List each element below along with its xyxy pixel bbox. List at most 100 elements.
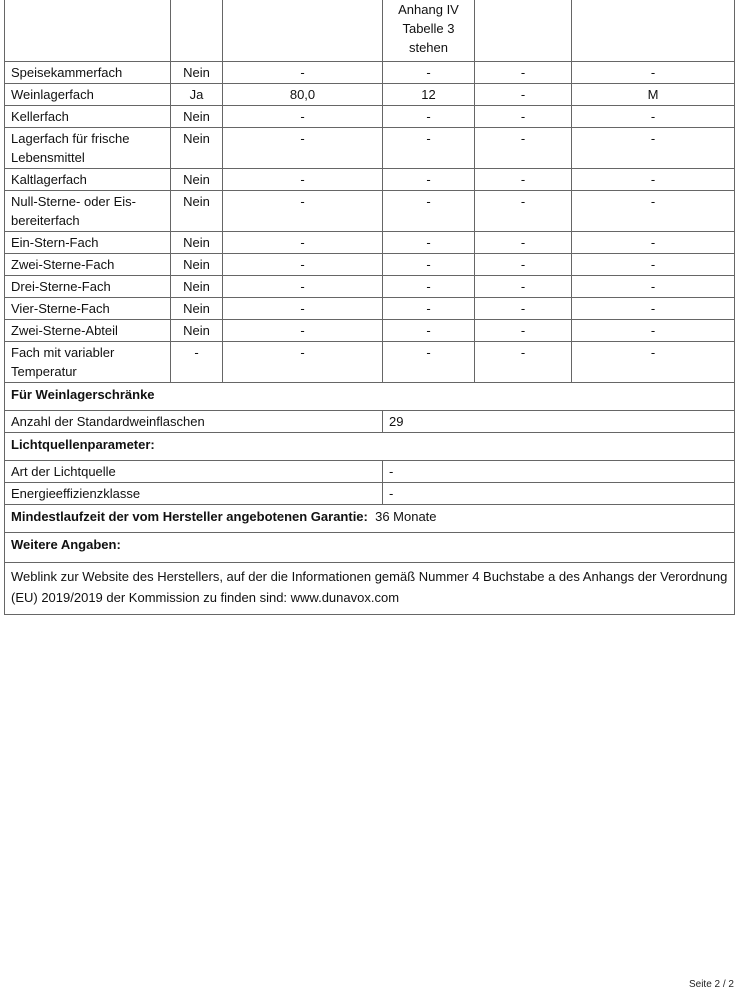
table-row: Zwei-Sterne-Abteil Nein - - - -: [4, 319, 735, 342]
value-cell: -: [571, 190, 735, 232]
bottles-label: Anzahl der Standardweinflaschen: [4, 410, 383, 433]
value-cell: -: [222, 319, 383, 342]
more-heading: Weitere Angaben:: [4, 532, 735, 563]
table-row: Fach mit variabler Temperatur - - - - -: [4, 341, 735, 383]
present-cell: Nein: [170, 253, 223, 276]
present-cell: Nein: [170, 297, 223, 320]
wine-heading: Für Weinlagerschränke: [4, 382, 735, 411]
value-cell: -: [382, 297, 475, 320]
compartment-name: Null-Sterne- oder Eis-bereiterfach: [4, 190, 171, 232]
page-number: Seite 2 / 2: [688, 979, 734, 990]
value-cell: -: [382, 275, 475, 298]
value-cell: -: [571, 297, 735, 320]
value-cell: -: [474, 275, 572, 298]
value-cell: -: [382, 168, 475, 191]
light-heading: Lichtquellenparameter:: [4, 432, 735, 461]
value-cell: M: [571, 83, 735, 106]
compartment-name: Weinlagerfach: [4, 83, 171, 106]
value-cell: -: [222, 275, 383, 298]
value-cell: -: [382, 105, 475, 128]
light-type-value: -: [382, 460, 735, 483]
compartment-name: Ein-Stern-Fach: [4, 231, 171, 254]
value-cell: -: [474, 190, 572, 232]
value-cell: -: [222, 61, 383, 84]
value-cell: -: [571, 253, 735, 276]
compartment-name: Zwei-Sterne-Fach: [4, 253, 171, 276]
value-cell: -: [571, 231, 735, 254]
value-cell: -: [571, 127, 735, 169]
value-cell: -: [222, 231, 383, 254]
compartment-name: Vier-Sterne-Fach: [4, 297, 171, 320]
present-cell: -: [170, 341, 223, 383]
value-cell: -: [474, 297, 572, 320]
light-type-label: Art der Lichtquelle: [4, 460, 383, 483]
table-row: Kellerfach Nein - - - -: [4, 105, 735, 128]
compartment-name: Lagerfach für frische Lebensmittel: [4, 127, 171, 169]
present-cell: Nein: [170, 275, 223, 298]
energy-class-value: -: [382, 482, 735, 505]
value-cell: -: [382, 61, 475, 84]
value-cell: -: [571, 105, 735, 128]
value-cell: -: [382, 190, 475, 232]
value-cell: -: [474, 231, 572, 254]
value-cell: -: [571, 61, 735, 84]
energy-class-label: Energieeffizienzklasse: [4, 482, 383, 505]
header-cell: Anhang IV Tabelle 3 stehen: [382, 0, 475, 62]
value-cell: -: [382, 341, 475, 383]
compartment-name: Drei-Sterne-Fach: [4, 275, 171, 298]
value-cell: -: [571, 275, 735, 298]
value-cell: -: [571, 168, 735, 191]
present-cell: Nein: [170, 319, 223, 342]
compartment-name: Zwei-Sterne-Abteil: [4, 319, 171, 342]
present-cell: Nein: [170, 127, 223, 169]
value-cell: -: [382, 319, 475, 342]
table-row: Ein-Stern-Fach Nein - - - -: [4, 231, 735, 254]
value-cell: 80,0: [222, 83, 383, 106]
value-cell: -: [571, 319, 735, 342]
present-cell: Nein: [170, 61, 223, 84]
table-row: Lagerfach für frische Lebensmittel Nein - -…: [4, 127, 735, 169]
compartment-table: Anhang IV Tabelle 3 stehen Speisekammerf…: [4, 0, 735, 615]
bottles-value: 29: [382, 410, 735, 433]
present-cell: Nein: [170, 231, 223, 254]
value-cell: -: [474, 83, 572, 106]
compartment-name: Speisekammerfach: [4, 61, 171, 84]
value-cell: -: [474, 253, 572, 276]
table-row: Speisekammerfach Nein - - - -: [4, 61, 735, 84]
table-header-fragment: Anhang IV Tabelle 3 stehen: [4, 0, 735, 62]
compartment-name: Fach mit variabler Temperatur: [4, 341, 171, 383]
warranty-label: Mindestlaufzeit der vom Hersteller angeb…: [11, 509, 368, 524]
present-cell: Nein: [170, 190, 223, 232]
table-row: Drei-Sterne-Fach Nein - - - -: [4, 275, 735, 298]
present-cell: Nein: [170, 168, 223, 191]
warranty-value: 36 Monate: [375, 509, 437, 524]
value-cell: -: [222, 253, 383, 276]
table-row: Weinlagerfach Ja 80,0 12- M: [4, 83, 735, 106]
table-row: Null-Sterne- oder Eis-bereiterfach Nein - -…: [4, 190, 735, 232]
weblink-text: Weblink zur Website des Herstellers, auf…: [4, 562, 735, 615]
value-cell: -: [222, 168, 383, 191]
present-cell: Ja: [170, 83, 223, 106]
warranty-row: Mindestlaufzeit der vom Hersteller angeb…: [4, 504, 735, 533]
value-cell: -: [571, 341, 735, 383]
table-row: Zwei-Sterne-Fach Nein - - - -: [4, 253, 735, 276]
value-cell: -: [222, 105, 383, 128]
value-cell: -: [474, 61, 572, 84]
value-cell: -: [474, 168, 572, 191]
value-cell: -: [382, 127, 475, 169]
value-cell: -: [474, 341, 572, 383]
value-cell: -: [222, 341, 383, 383]
value-cell: -: [474, 319, 572, 342]
value-cell: -: [382, 253, 475, 276]
value-cell: -: [382, 231, 475, 254]
value-cell: 12: [382, 83, 475, 106]
table-row: Vier-Sterne-Fach Nein - - - -: [4, 297, 735, 320]
value-cell: -: [474, 127, 572, 169]
compartment-name: Kaltlagerfach: [4, 168, 171, 191]
table-row: Kaltlagerfach Nein - - - -: [4, 168, 735, 191]
compartment-name: Kellerfach: [4, 105, 171, 128]
value-cell: -: [222, 127, 383, 169]
value-cell: -: [222, 297, 383, 320]
present-cell: Nein: [170, 105, 223, 128]
value-cell: -: [222, 190, 383, 232]
